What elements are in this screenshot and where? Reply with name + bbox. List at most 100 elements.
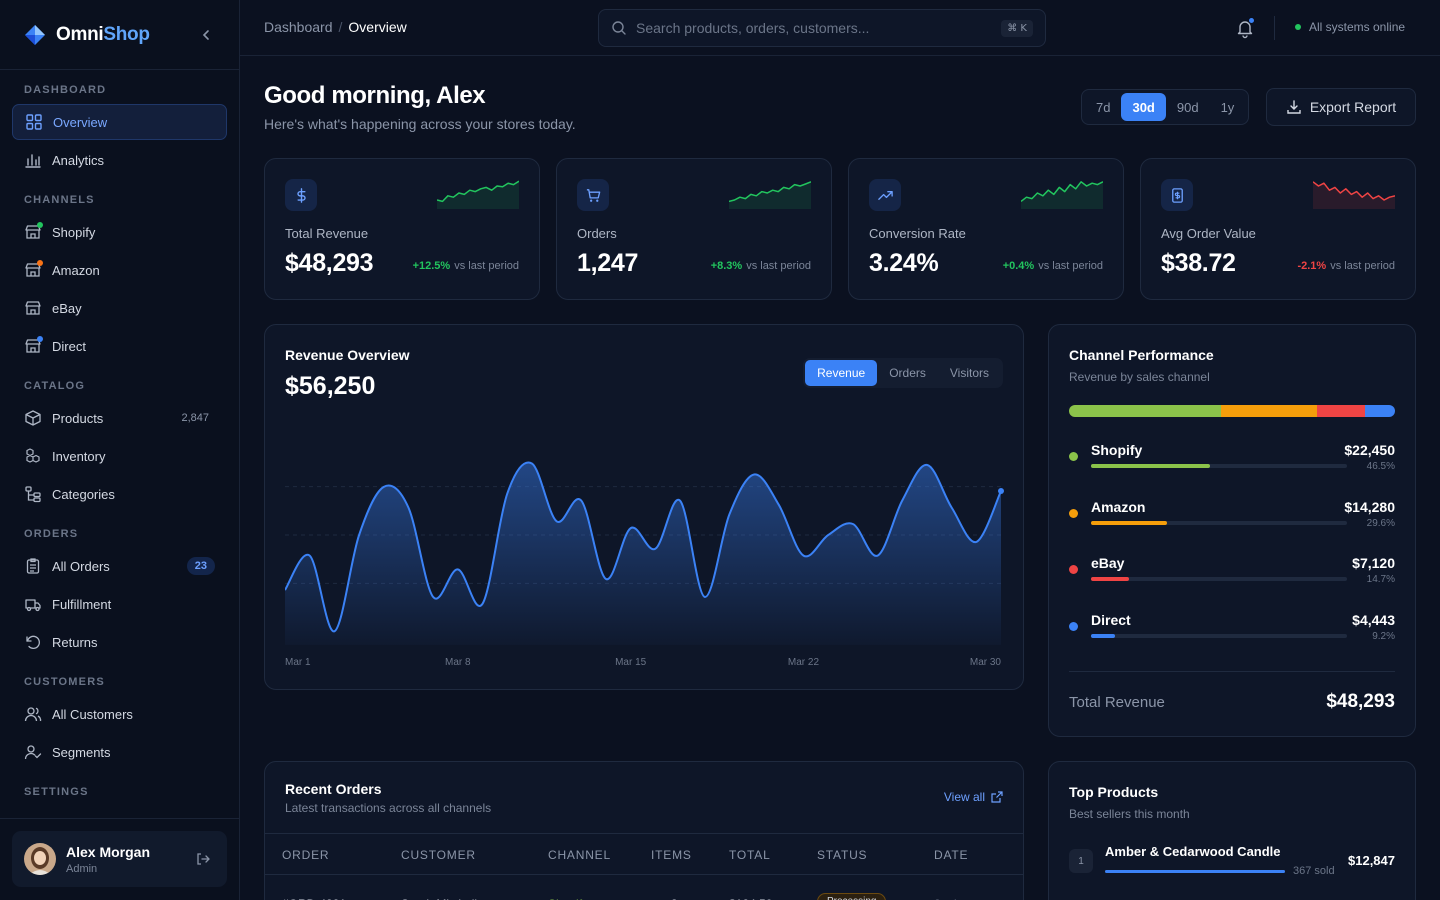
channel-subtitle: Revenue by sales channel [1069, 370, 1210, 384]
sidebar-item-icon [24, 485, 42, 503]
divider [1069, 671, 1395, 672]
breadcrumb-root[interactable]: Dashboard [264, 19, 333, 35]
column-header-customer[interactable]: CUSTOMER [401, 848, 476, 862]
tab-orders[interactable]: Orders [889, 366, 926, 380]
column-header-channel[interactable]: CHANNEL [548, 848, 611, 862]
avatar[interactable] [24, 843, 56, 875]
sidebar-item-ebay[interactable]: eBay [12, 290, 227, 326]
channel-row-ebay[interactable]: eBay $7,120 14.7% [1069, 555, 1395, 595]
kpi-label: Orders [577, 226, 617, 241]
sidebar-item-icon [24, 633, 42, 651]
sidebar-item-icon [24, 222, 43, 241]
product-name: Amber & Cedarwood Candle [1105, 844, 1281, 859]
channel-dot [1069, 565, 1078, 574]
kpi-icon [577, 179, 609, 211]
nav-section-title: CATALOG [24, 380, 86, 392]
kpi-value: $38.72 [1161, 249, 1236, 277]
user-card[interactable]: Alex Morgan Admin [12, 831, 227, 887]
sidebar-item-amazon[interactable]: Amazon [12, 252, 227, 288]
sidebar-item-shopify[interactable]: Shopify [12, 214, 227, 250]
sidebar-item-all-orders[interactable]: All Orders 23 [12, 548, 227, 584]
view-all-link[interactable]: View all [944, 790, 1003, 804]
sidebar-item-products[interactable]: Products 2,847 [12, 400, 227, 436]
x-tick-label: Mar 22 [788, 657, 820, 668]
channel-row-direct[interactable]: Direct $4,443 9.2% [1069, 612, 1395, 652]
user-role: Admin [66, 862, 98, 875]
sparkline [1313, 181, 1395, 209]
sidebar-item-fulfillment[interactable]: Fulfillment [12, 586, 227, 622]
sidebar-item-label: Analytics [52, 152, 105, 168]
tab-visitors[interactable]: Visitors [949, 366, 989, 380]
sparkline-area [437, 181, 519, 209]
orders-table-header: ORDER CUSTOMER CHANNEL ITEMS TOTAL STATUS DATE [265, 833, 1023, 875]
search-input[interactable] [636, 20, 1002, 36]
channel-name: Shopify [1091, 442, 1143, 458]
export-report-button[interactable]: Export Report [1266, 88, 1416, 126]
change-value: +8.3% [710, 260, 743, 272]
change-suffix: vs last period [1330, 260, 1395, 272]
revenue-chart[interactable]: Mar 1 Mar 8 Mar 15 Mar 22 Mar 30 [285, 425, 1005, 675]
sidebar-item-segments[interactable]: Segments [12, 734, 227, 770]
top-products-card: Top Products Best sellers this month 1 Am… [1048, 761, 1416, 900]
nav-section-title: DASHBOARD [24, 84, 107, 96]
revenue-overview-card: Revenue Overview $56,250 Revenue Orders Vi… [264, 324, 1024, 690]
product-progress-track [1105, 870, 1285, 873]
revenue-line [285, 461, 1002, 633]
change-suffix: vs last period [454, 260, 519, 272]
search-box[interactable]: ⌘ K [598, 9, 1046, 47]
cell-items: 3 [671, 897, 678, 900]
column-header-status[interactable]: STATUS [817, 848, 868, 862]
sidebar-item-label: Products [52, 410, 104, 426]
sparkline [1021, 181, 1103, 209]
table-row[interactable]: #ORD-4821 Sarah Mitchell Shopify 3 $124.50 Pr… [265, 875, 1023, 900]
change-value: +12.5% [412, 260, 451, 272]
sidebar-item-categories[interactable]: Categories [12, 476, 227, 512]
column-header-total[interactable]: TOTAL [729, 848, 771, 862]
sidebar-item-label: All Customers [52, 706, 133, 722]
sidebar-item-overview[interactable]: Overview [12, 104, 227, 140]
kpi-value: $48,293 [285, 249, 374, 277]
sidebar-item-analytics[interactable]: Analytics [12, 142, 227, 178]
sidebar-item-returns[interactable]: Returns [12, 624, 227, 660]
column-header-date[interactable]: DATE [934, 848, 969, 862]
user-name: Alex Morgan [66, 843, 151, 860]
sidebar-item-inventory[interactable]: Inventory [12, 438, 227, 474]
kpi-value: 3.24% [869, 249, 939, 277]
range-option-7d[interactable]: 7d [1096, 99, 1111, 115]
clipboard-icon [26, 558, 40, 574]
range-option-30d[interactable]: 30d [1121, 93, 1166, 121]
kpi-label: Conversion Rate [869, 226, 966, 241]
users-icon [24, 707, 42, 722]
channel-progress-track [1091, 520, 1347, 525]
channel-percent: 14.7% [1366, 574, 1395, 585]
stack-segment-direct [1364, 405, 1395, 417]
sidebar-item-label: Returns [52, 634, 98, 650]
logout-icon[interactable] [195, 851, 211, 867]
sidebar-item-all-customers[interactable]: All Customers [12, 696, 227, 732]
kpi-change: +8.3% vs last period [711, 260, 811, 272]
logo-icon [25, 24, 45, 45]
channel-title: Channel Performance [1069, 347, 1214, 363]
channel-row-shopify[interactable]: Shopify $22,450 46.5% [1069, 442, 1395, 482]
notifications-button[interactable] [1234, 17, 1256, 39]
channel-row-amazon[interactable]: Amazon $14,280 29.6% [1069, 499, 1395, 539]
stack-segment-ebay [1317, 405, 1365, 417]
channel-percent: 29.6% [1366, 517, 1395, 529]
range-option-1y[interactable]: 1y [1220, 99, 1235, 115]
product-row[interactable]: 1 Amber & Cedarwood Candle 367 sold $12,847 [1069, 842, 1395, 878]
column-header-order[interactable]: ORDER [282, 848, 330, 862]
range-option-90d[interactable]: 90d [1176, 99, 1199, 115]
cell-order[interactable]: #ORD-4821 [282, 897, 346, 900]
tab-revenue[interactable]: Revenue [805, 360, 878, 386]
sparkline-line [1313, 181, 1395, 201]
return-icon [26, 635, 40, 649]
date-range-selector: 7d 30d 90d 1y [1081, 89, 1250, 125]
channel-progress-fill [1091, 577, 1129, 581]
brand-name[interactable]: OmniShop [56, 23, 150, 45]
sidebar-item-icon [25, 113, 43, 131]
column-header-items[interactable]: ITEMS [651, 848, 692, 862]
change-suffix: vs last period [746, 260, 811, 272]
recent-orders-card: Recent Orders Latest transactions across… [264, 761, 1024, 900]
chevron-left-icon[interactable] [197, 26, 215, 44]
sidebar-item-direct[interactable]: Direct [12, 328, 227, 364]
